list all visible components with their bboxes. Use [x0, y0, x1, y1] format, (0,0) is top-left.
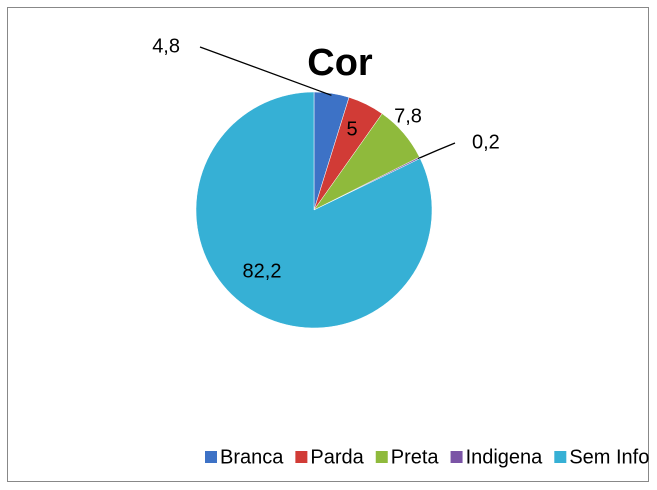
- legend-label: Preta: [391, 446, 440, 468]
- data-label: 0,2: [472, 131, 500, 153]
- data-label: 4,8: [152, 35, 180, 57]
- legend-label: Sem Info: [569, 446, 649, 468]
- leader-line: [417, 142, 456, 160]
- data-label: 82,2: [243, 260, 282, 282]
- legend-swatch: [205, 451, 217, 463]
- legend-label: Branca: [220, 446, 284, 468]
- leader-line: [199, 46, 332, 96]
- legend-swatch: [450, 451, 463, 463]
- data-label: 7,8: [394, 105, 422, 127]
- legend-swatch: [295, 451, 308, 463]
- chart-title: Cor: [307, 42, 373, 84]
- pie-slice: [195, 91, 433, 329]
- legend-swatch: [375, 451, 388, 463]
- legend-swatch: [554, 451, 567, 463]
- legend-label: Parda: [310, 446, 364, 468]
- legend-label: Indigena: [466, 446, 544, 468]
- data-label: 5: [346, 118, 357, 140]
